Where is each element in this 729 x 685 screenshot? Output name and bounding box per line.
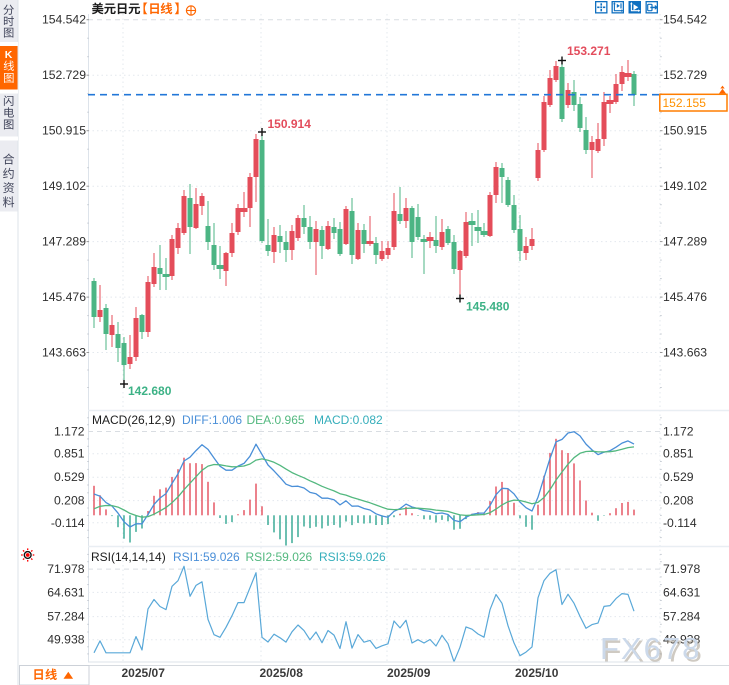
svg-text:142.680: 142.680 — [128, 384, 172, 398]
svg-text:143.663: 143.663 — [42, 346, 86, 360]
svg-text:RSI3:59.026: RSI3:59.026 — [319, 550, 386, 564]
svg-text:145.476: 145.476 — [663, 290, 707, 304]
svg-text:57.284: 57.284 — [47, 610, 84, 624]
svg-text:145.476: 145.476 — [42, 290, 86, 304]
svg-text:2025/10: 2025/10 — [515, 666, 559, 680]
svg-text:1.172: 1.172 — [663, 425, 694, 439]
svg-text:0.208: 0.208 — [663, 494, 694, 508]
svg-text:145.480: 145.480 — [466, 300, 510, 314]
svg-text:MACD:0.082: MACD:0.082 — [314, 413, 383, 427]
svg-text:MACD(26,12,9): MACD(26,12,9) — [92, 413, 175, 427]
svg-text:71.978: 71.978 — [47, 562, 84, 576]
svg-text:0.208: 0.208 — [54, 494, 85, 508]
svg-text:150.915: 150.915 — [663, 124, 707, 138]
svg-text:154.542: 154.542 — [42, 13, 86, 27]
svg-text:RSI2:59.026: RSI2:59.026 — [246, 550, 313, 564]
svg-text:153.271: 153.271 — [567, 44, 611, 58]
svg-text:150.915: 150.915 — [42, 124, 86, 138]
svg-text:154.542: 154.542 — [663, 13, 707, 27]
svg-text:149.102: 149.102 — [42, 179, 86, 193]
svg-text:1.172: 1.172 — [54, 425, 85, 439]
svg-text:DIFF:1.006: DIFF:1.006 — [182, 413, 242, 427]
svg-text:2025/09: 2025/09 — [387, 666, 431, 680]
svg-text:49.938: 49.938 — [663, 633, 700, 647]
svg-text:FX678: FX678 — [600, 631, 701, 666]
svg-text:0.851: 0.851 — [663, 447, 694, 461]
svg-text:143.663: 143.663 — [663, 346, 707, 360]
svg-text:150.914: 150.914 — [268, 117, 312, 131]
svg-text:147.289: 147.289 — [42, 235, 86, 249]
svg-text:0.529: 0.529 — [54, 470, 85, 484]
svg-text:57.284: 57.284 — [663, 610, 700, 624]
svg-text:152.729: 152.729 — [663, 68, 707, 82]
svg-text:152.729: 152.729 — [42, 68, 86, 82]
svg-text:-0.114: -0.114 — [51, 516, 85, 530]
svg-text:DEA:0.965: DEA:0.965 — [247, 413, 305, 427]
svg-text:64.631: 64.631 — [47, 585, 84, 599]
svg-text:K: K — [5, 49, 13, 61]
svg-text:2025/08: 2025/08 — [260, 666, 304, 680]
svg-text:RSI(14,14,14): RSI(14,14,14) — [91, 550, 166, 564]
svg-text:RSI1:59.026: RSI1:59.026 — [173, 550, 240, 564]
svg-text:0.851: 0.851 — [54, 447, 85, 461]
svg-text:2025/07: 2025/07 — [122, 666, 166, 680]
svg-text:FX678: FX678 — [603, 634, 704, 669]
svg-text:0.529: 0.529 — [663, 470, 694, 484]
svg-text:-0.114: -0.114 — [663, 516, 697, 530]
svg-text:147.289: 147.289 — [663, 235, 707, 249]
svg-text:149.102: 149.102 — [663, 179, 707, 193]
svg-text:64.631: 64.631 — [663, 585, 700, 599]
svg-text:71.978: 71.978 — [663, 562, 700, 576]
svg-text:152.155: 152.155 — [663, 96, 707, 110]
svg-text:49.938: 49.938 — [47, 633, 84, 647]
